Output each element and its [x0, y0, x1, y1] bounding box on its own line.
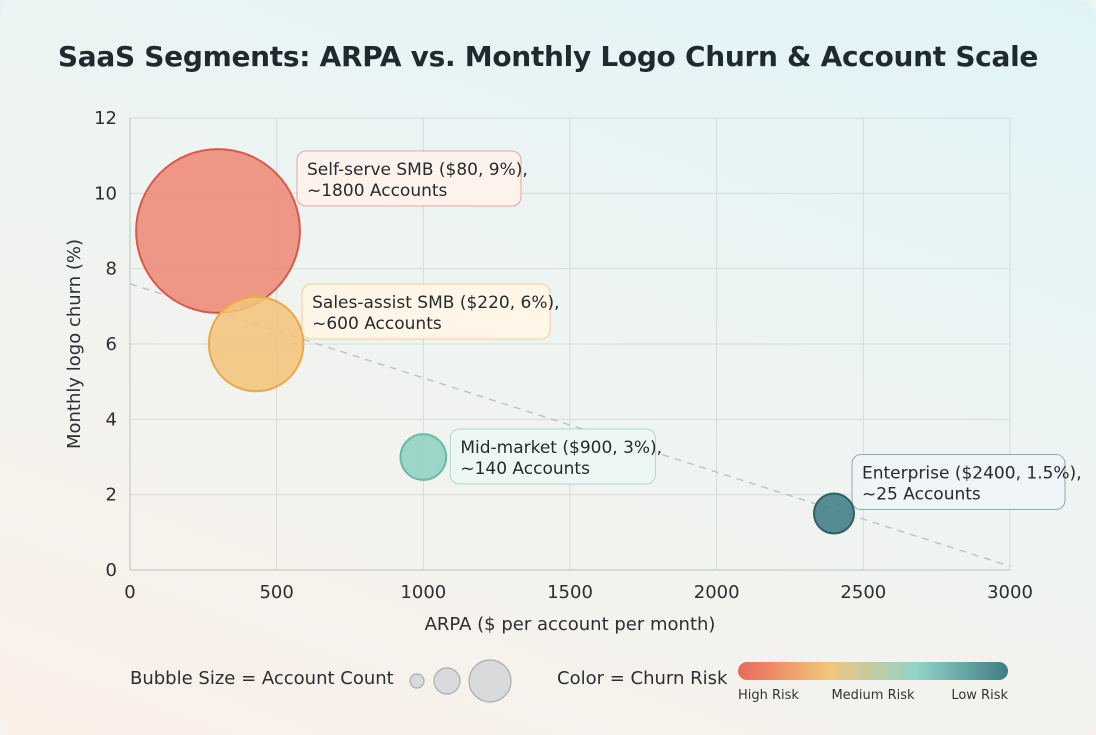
x-tick-label: 2000 [694, 582, 740, 603]
high-risk-label: High Risk [738, 688, 799, 703]
x-tick-label: 2500 [840, 582, 886, 603]
data-label-line2: ~1800 Accounts [307, 181, 448, 201]
data-label-line1: Enterprise ($2400, 1.5%), [862, 464, 1082, 484]
medium-risk-label: Medium Risk [831, 688, 915, 703]
y-tick-label: 10 [94, 183, 117, 204]
y-tick-label: 8 [106, 259, 117, 280]
bubble-sales-assist-smb [207, 295, 305, 393]
x-tick-label: 3000 [987, 582, 1033, 603]
data-label-box [301, 283, 551, 340]
data-label-line1: Sales-assist SMB ($220, 6%), [312, 293, 559, 313]
y-axis-label: Monthly logo churn (%) [64, 239, 85, 449]
size-legend-circle [468, 659, 512, 703]
x-tick-label: 1000 [400, 582, 446, 603]
size-legend-circle [433, 667, 461, 695]
bubble-enterprise [813, 492, 855, 535]
data-label-line2: ~25 Accounts [862, 485, 981, 505]
size-legend-label: Bubble Size = Account Count [130, 668, 394, 689]
data-label-line2: ~600 Accounts [312, 314, 442, 334]
color-legend-label: Color = Churn Risk [557, 668, 728, 689]
chart-title: SaaS Segments: ARPA vs. Monthly Logo Chu… [57, 40, 1039, 73]
data-label-line2: ~140 Accounts [460, 459, 590, 479]
data-label-line1: Mid-market ($900, 3%), [460, 438, 662, 458]
y-tick-label: 0 [106, 560, 117, 581]
y-tick-label: 4 [106, 409, 117, 430]
y-tick-label: 6 [106, 334, 117, 355]
x-tick-label: 1500 [547, 582, 593, 603]
y-tick-label: 2 [106, 485, 117, 506]
bubble-self-serve-smb [135, 148, 301, 314]
x-axis-label: ARPA ($ per account per month) [425, 614, 716, 635]
data-label-line1: Self-serve SMB ($80, 9%), [307, 160, 528, 180]
bubble-mid-market [399, 433, 448, 481]
color-scale-bar [738, 662, 1008, 680]
data-label-box [851, 454, 1066, 510]
trend-line [129, 283, 1011, 567]
x-tick-label: 0 [124, 582, 135, 603]
low-risk-label: Low Risk [951, 688, 1008, 703]
size-legend-circle [409, 673, 425, 689]
y-tick-label: 12 [94, 108, 117, 129]
x-tick-label: 500 [259, 582, 293, 603]
data-label-box [296, 150, 522, 207]
data-label-box [449, 428, 656, 485]
